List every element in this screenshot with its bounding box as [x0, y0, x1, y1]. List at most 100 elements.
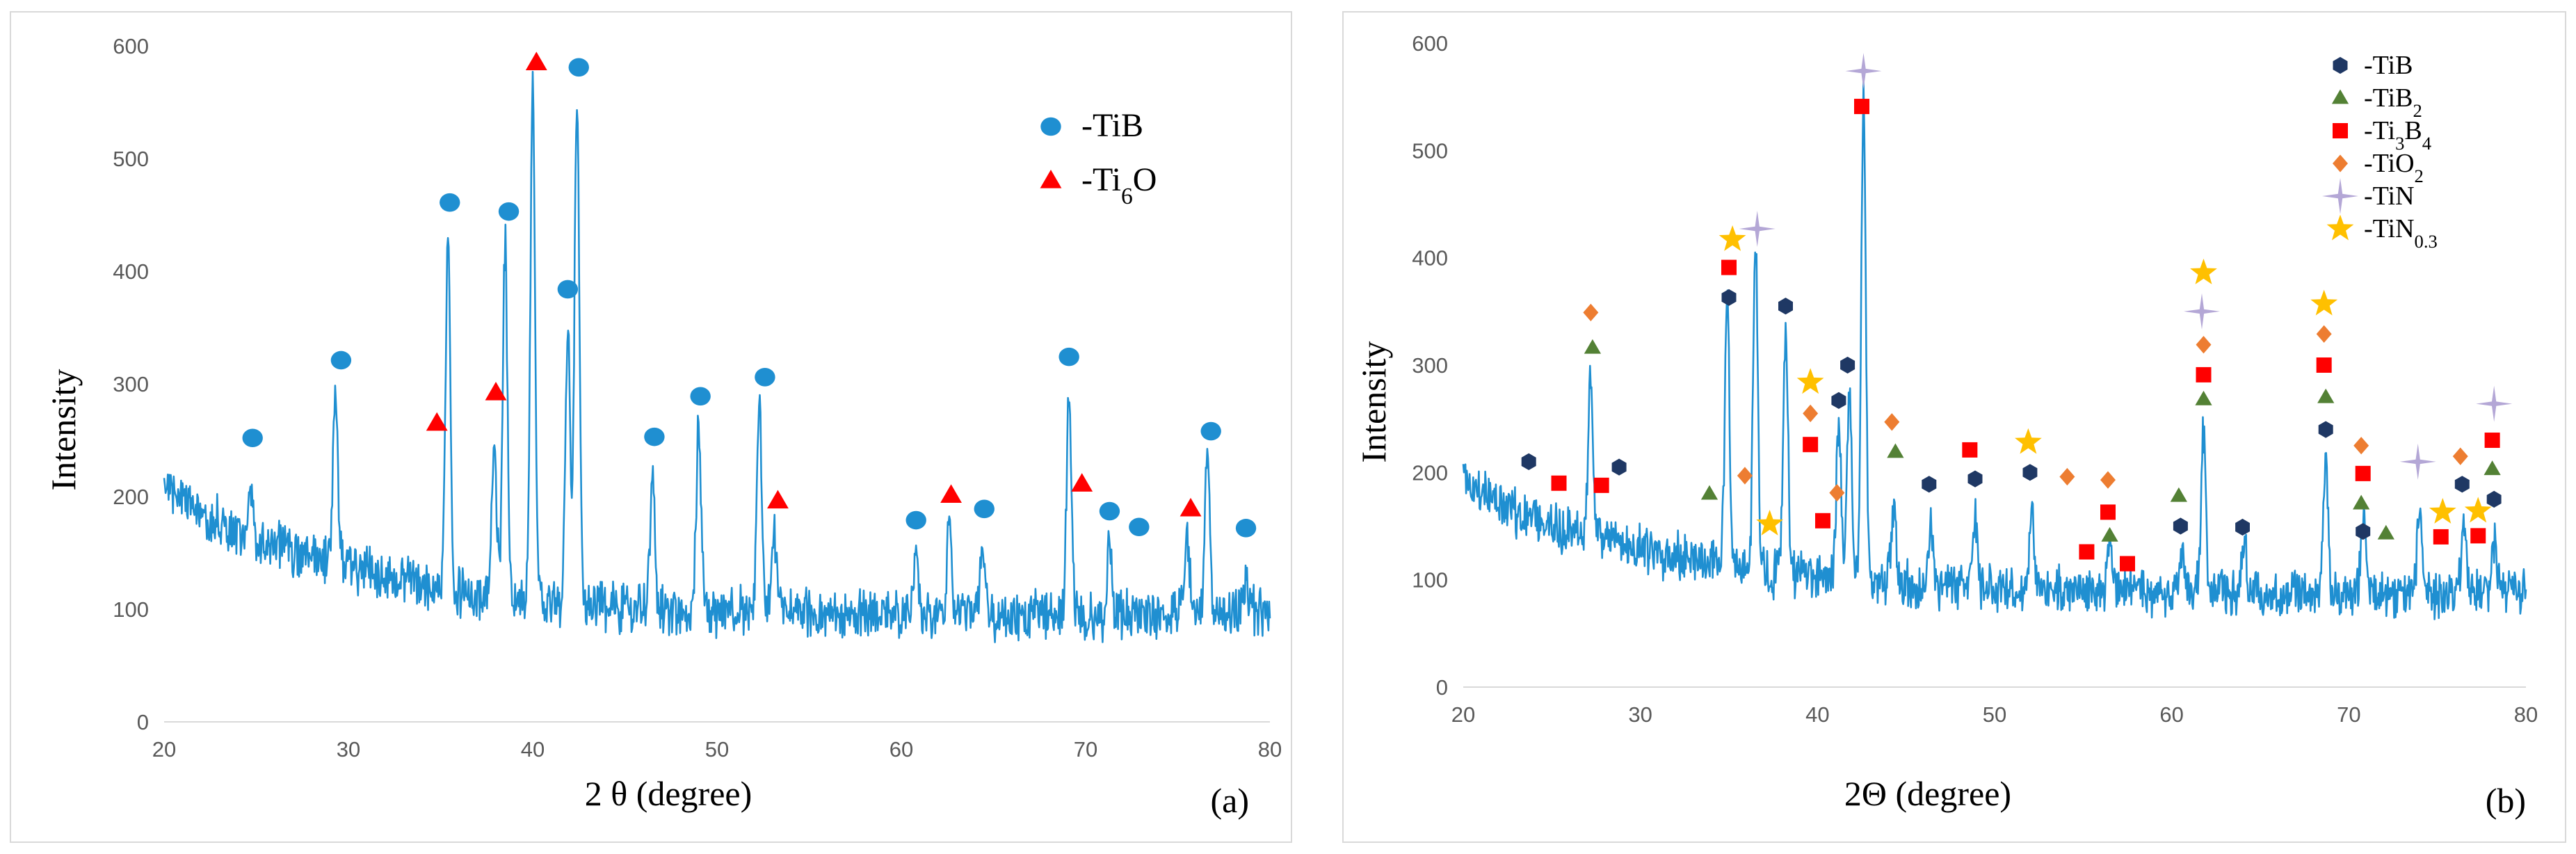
b-marker-diamond-3	[1884, 413, 1900, 431]
a-marker-triangle-1	[1071, 473, 1093, 492]
a-marker-circle-0	[644, 427, 665, 446]
b-marker-star5-5	[2015, 428, 2042, 454]
b-legend-label-1: -TiB2	[2364, 83, 2422, 121]
b-marker-star5-5	[1796, 368, 1824, 394]
a-x-tick-label: 50	[705, 737, 729, 762]
a-marker-circle-0	[440, 193, 460, 212]
b-marker-hexagon-0	[2022, 464, 2038, 481]
b-marker-hexagon-0	[2235, 518, 2250, 536]
b-marker-triangle-1	[2101, 526, 2118, 542]
b-marker-hexagon-0	[1967, 470, 1983, 488]
a-legend-marker-0	[1040, 117, 1061, 136]
b-marker-square-2	[2196, 366, 2212, 382]
b-marker-hexagon-0	[2486, 490, 2502, 508]
b-marker-hexagon-0	[1521, 453, 1536, 470]
b-marker-star5-5	[1756, 510, 1783, 535]
b-marker-star5-5	[2190, 258, 2217, 284]
a-marker-circle-0	[1058, 347, 1079, 366]
chart-b-panel-label: (b)	[2486, 781, 2526, 820]
a-diffraction-trace	[163, 70, 1271, 643]
b-x-tick-label: 60	[2159, 702, 2183, 727]
b-legend-marker-2	[2333, 123, 2348, 138]
b-y-tick-label: 0	[1436, 675, 1448, 700]
b-x-tick-label: 20	[1451, 702, 1475, 727]
b-marker-diamond-3	[2316, 325, 2332, 343]
b-marker-star5-5	[2310, 289, 2338, 316]
b-marker-star4-4	[1845, 53, 1882, 90]
a-marker-circle-0	[498, 202, 520, 221]
a-marker-circle-0	[330, 351, 352, 370]
b-marker-square-2	[2433, 529, 2449, 545]
a-legend-label-1: -Ti6O	[1081, 161, 1157, 209]
a-y-tick-label: 500	[113, 147, 149, 171]
b-legend-label-3: -TiO2	[2364, 149, 2424, 186]
b-marker-star5-5	[1718, 225, 1746, 251]
chart-b-svg: 0 100 200 300 400 500 600 20 30 40 50 60 70 80 Intens…	[1354, 31, 2538, 820]
b-marker-triangle-1	[2377, 524, 2394, 540]
b-marker-star4-4	[2399, 443, 2436, 480]
b-legend-marker-4	[2322, 178, 2358, 214]
a-marker-circle-0	[1200, 421, 1221, 441]
b-marker-square-2	[1854, 99, 1869, 115]
b-marker-hexagon-0	[1611, 458, 1627, 476]
b-y-tick-label: 600	[1412, 31, 1448, 56]
a-marker-circle-0	[557, 280, 579, 299]
a-x-tick-label: 40	[521, 737, 545, 762]
b-marker-diamond-3	[1737, 467, 1753, 485]
b-marker-hexagon-0	[2318, 421, 2333, 438]
b-marker-star5-5	[2429, 498, 2456, 524]
a-marker-circle-0	[1129, 517, 1150, 537]
chart-a-xlabel: 2 θ (degree)	[585, 774, 752, 813]
b-marker-hexagon-0	[2173, 517, 2188, 535]
a-marker-triangle-1	[485, 382, 507, 401]
b-marker-square-2	[1593, 477, 1609, 493]
chart-b-xlabel: 2Θ (degree)	[1844, 774, 2011, 813]
b-marker-star4-4	[1739, 211, 1776, 247]
b-marker-triangle-1	[2170, 487, 2187, 502]
a-x-tick-label: 20	[152, 737, 176, 762]
b-marker-triangle-1	[2353, 494, 2370, 510]
b-marker-hexagon-0	[1831, 392, 1846, 409]
b-marker-square-2	[2120, 556, 2135, 572]
b-x-tick-label: 80	[2514, 702, 2538, 727]
chart-a-ylabel: Intensity	[44, 369, 83, 491]
b-x-tick-label: 40	[1805, 702, 1829, 727]
a-x-tick-label: 30	[337, 737, 360, 762]
a-marker-circle-0	[690, 387, 711, 406]
b-legend-marker-0	[2333, 56, 2348, 74]
b-x-tick-label: 30	[1628, 702, 1652, 727]
b-marker-square-2	[1803, 437, 1819, 453]
a-marker-triangle-1	[426, 412, 448, 431]
chart-panel-b: 0 100 200 300 400 500 600 20 30 40 50 60 70 80 Intens…	[1342, 11, 2566, 843]
chart-panel-a: 0 100 200 300 400 500 600 20 30 40 50 60 70 80 Intens…	[10, 11, 1292, 843]
b-marker-square-2	[2316, 357, 2332, 373]
a-marker-triangle-1	[940, 484, 962, 503]
a-y-tick-label: 300	[113, 372, 149, 396]
a-marker-circle-0	[242, 428, 263, 448]
b-y-tick-label: 300	[1412, 353, 1448, 378]
b-marker-square-2	[2470, 528, 2486, 544]
b-y-tick-label: 100	[1412, 568, 1448, 593]
b-x-tick-label: 70	[2337, 702, 2360, 727]
b-marker-star4-4	[2184, 293, 2220, 330]
b-marker-hexagon-0	[2454, 476, 2470, 493]
b-marker-square-2	[2484, 433, 2500, 449]
b-marker-triangle-1	[2317, 388, 2335, 403]
b-marker-star4-4	[2476, 385, 2513, 422]
a-marker-circle-0	[568, 58, 589, 77]
a-marker-triangle-1	[525, 51, 547, 70]
b-marker-hexagon-0	[1840, 356, 1855, 374]
b-marker-square-2	[1962, 442, 1978, 458]
chart-a-legend: -TiB -Ti6O	[1040, 107, 1157, 209]
a-y-tick-label: 0	[137, 710, 149, 734]
b-marker-diamond-3	[2452, 447, 2468, 465]
a-y-tick-label: 600	[113, 34, 149, 58]
a-x-tick-label: 60	[889, 737, 913, 762]
a-marker-circle-0	[1235, 519, 1257, 538]
b-diffraction-trace	[1462, 81, 2527, 620]
b-legend-label-2: -Ti3B4	[2364, 116, 2431, 154]
b-y-tick-label: 200	[1412, 460, 1448, 485]
b-marker-star5-5	[2464, 497, 2492, 523]
b-marker-square-2	[2100, 504, 2116, 520]
b-marker-diamond-3	[2059, 467, 2075, 486]
